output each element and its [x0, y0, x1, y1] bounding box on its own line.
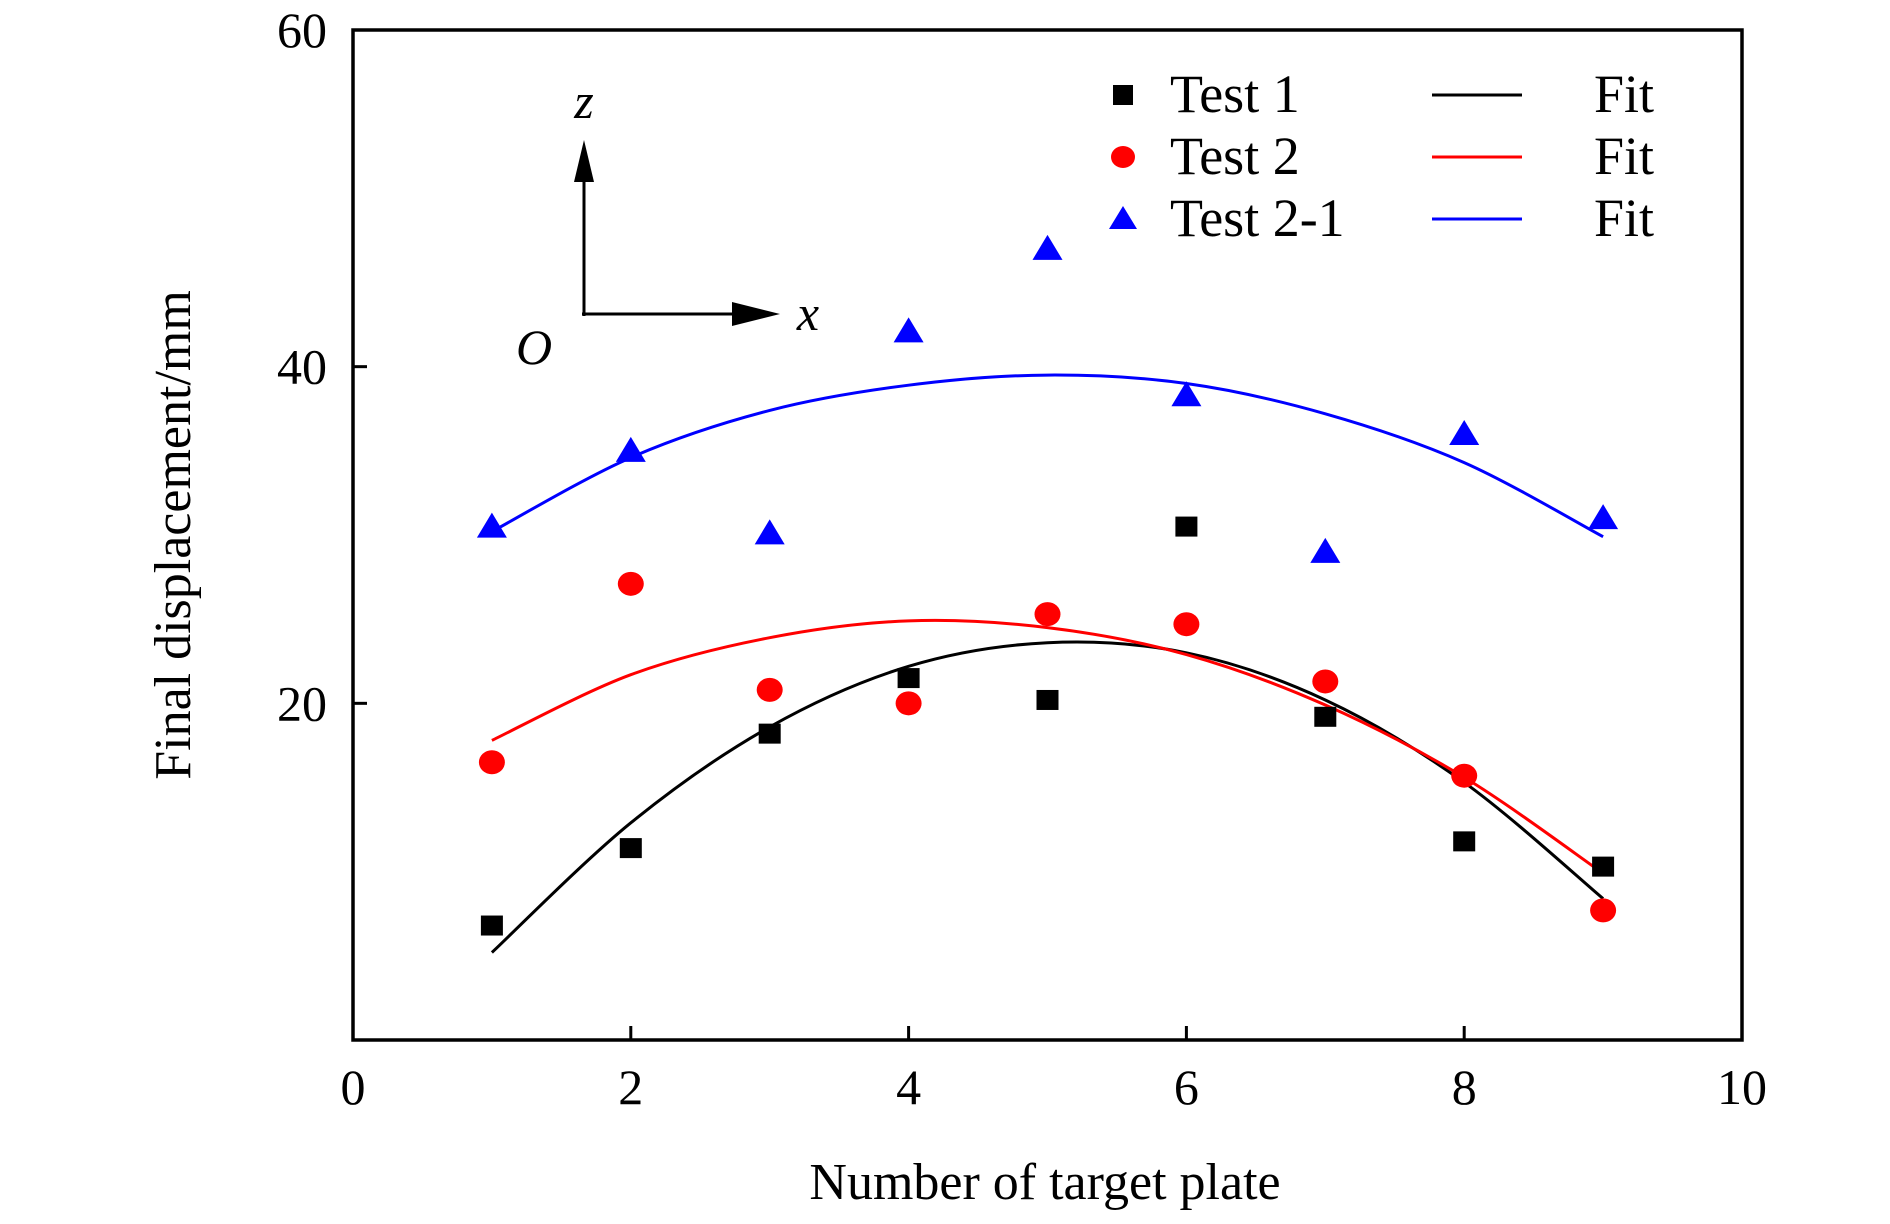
legend-entry-test-1: Test 1 Fit	[1113, 64, 1654, 124]
legend-label-test-2-1: Test 2-1	[1170, 188, 1345, 248]
point-test-2	[1312, 669, 1339, 694]
inset-origin-label: O	[516, 319, 552, 375]
point-test-1	[619, 838, 642, 859]
legend-fit-label-black: Fit	[1594, 64, 1654, 124]
y-tick-label: 40	[277, 339, 327, 395]
plot-area-border	[351, 28, 1744, 1042]
legend-marker-square	[1113, 85, 1133, 105]
point-test-1	[1314, 706, 1337, 727]
fit-curve-test-2-1	[491, 373, 1604, 539]
point-test-2	[1034, 602, 1061, 627]
point-test-1	[1592, 856, 1615, 877]
fit-curves	[490, 373, 1605, 954]
point-test-2-1	[1449, 420, 1480, 445]
point-test-2-1	[754, 519, 785, 545]
legend-marker-circle	[1111, 146, 1135, 168]
x-tick-label: 0	[341, 1059, 366, 1115]
y-tick-label: 60	[277, 2, 327, 58]
inset-x-arrowhead	[732, 302, 780, 326]
x-axis-title: Number of target plate	[809, 1154, 1280, 1211]
point-test-2-1	[1032, 234, 1063, 260]
legend-entry-test-2: Test 2 Fit	[1111, 126, 1654, 186]
point-test-2	[1590, 898, 1617, 923]
point-test-2	[895, 691, 922, 716]
point-test-2	[478, 750, 505, 775]
point-test-1	[1175, 516, 1198, 537]
point-test-2	[756, 677, 783, 702]
point-test-2-1	[1310, 537, 1341, 563]
point-test-2-1	[1588, 504, 1619, 530]
y-axis-title: Final displacement/mm	[145, 290, 202, 780]
x-tick-label: 2	[618, 1059, 643, 1115]
fit-curve-test-1	[490, 640, 1605, 954]
inset-x-label: x	[796, 285, 819, 341]
axis-ticks: 0 2 4 6 8 10 20 40 60	[277, 2, 1767, 1115]
legend-label-test-2: Test 2	[1170, 126, 1300, 186]
point-test-2	[1173, 612, 1200, 637]
point-test-1	[1453, 831, 1476, 852]
point-test-2	[1451, 763, 1478, 788]
fit-curve-test-2	[491, 618, 1604, 875]
legend-fit-label-red: Fit	[1594, 126, 1654, 186]
point-test-2	[617, 571, 644, 596]
data-points	[476, 234, 1619, 936]
plot-frame	[351, 28, 1744, 1042]
x-tick-label: 10	[1717, 1059, 1767, 1115]
coordinate-axes-inset: z x O	[516, 73, 819, 375]
point-test-2-1	[1171, 381, 1202, 407]
y-tick-label: 20	[277, 675, 327, 731]
point-test-2-1	[476, 512, 507, 538]
inset-z-arrowhead	[574, 140, 594, 182]
legend: Test 1 Fit Test 2 Fit Test 2-1 Fit	[1109, 64, 1654, 248]
inset-z-label: z	[573, 73, 593, 129]
point-test-2-1	[615, 436, 646, 462]
legend-marker-triangle	[1109, 206, 1137, 229]
point-test-1	[480, 915, 503, 936]
point-test-1	[897, 668, 920, 689]
x-tick-label: 4	[896, 1059, 921, 1115]
legend-fit-label-blue: Fit	[1594, 188, 1654, 248]
legend-label-test-1: Test 1	[1170, 64, 1300, 124]
point-test-1	[1036, 689, 1059, 710]
point-test-2-1	[893, 317, 924, 343]
point-test-1	[758, 723, 781, 744]
legend-entry-test-2-1: Test 2-1 Fit	[1109, 188, 1654, 248]
x-tick-label: 6	[1174, 1059, 1199, 1115]
x-tick-label: 8	[1452, 1059, 1477, 1115]
